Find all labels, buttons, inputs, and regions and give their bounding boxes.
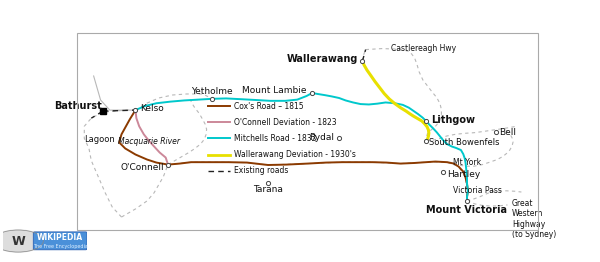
Text: WIKIPEDIA: WIKIPEDIA (37, 233, 83, 242)
Text: Kelso: Kelso (140, 104, 164, 113)
Text: W: W (11, 234, 25, 248)
Circle shape (0, 230, 43, 252)
Text: Great
Western
Highway
(to Sydney): Great Western Highway (to Sydney) (512, 199, 556, 239)
Text: Bathurst: Bathurst (54, 101, 102, 111)
Text: Bell: Bell (499, 128, 516, 137)
Text: Yetholme: Yetholme (191, 87, 233, 96)
Text: Wallerawang: Wallerawang (286, 54, 358, 64)
Text: Mount Victoria: Mount Victoria (427, 205, 508, 215)
Text: Tarana: Tarana (253, 185, 283, 194)
Text: Lagoon: Lagoon (84, 135, 115, 144)
Text: Macquarie River: Macquarie River (118, 138, 180, 146)
Text: The Free Encyclopedia: The Free Encyclopedia (32, 244, 88, 249)
Text: Existing roads: Existing roads (235, 166, 289, 175)
Text: Wallerawang Deviation - 1930's: Wallerawang Deviation - 1930's (235, 150, 356, 159)
Text: Rydal: Rydal (310, 133, 334, 143)
Text: Castlereagh Hwy: Castlereagh Hwy (391, 44, 457, 53)
Text: Mt York: Mt York (452, 158, 481, 167)
FancyBboxPatch shape (33, 232, 87, 250)
Text: Cox's Road – 1815: Cox's Road – 1815 (235, 102, 304, 111)
Text: Mitchells Road - 1832: Mitchells Road - 1832 (235, 134, 317, 143)
Text: Mount Lambie: Mount Lambie (242, 86, 307, 95)
Text: O'Connell: O'Connell (121, 162, 164, 172)
Text: Hartley: Hartley (447, 170, 480, 179)
Text: Victoria Pass: Victoria Pass (452, 186, 502, 195)
Text: Lithgow: Lithgow (431, 115, 475, 125)
Text: O'Connell Deviation - 1823: O'Connell Deviation - 1823 (235, 118, 337, 127)
Text: South Bowenfels: South Bowenfels (430, 138, 500, 147)
